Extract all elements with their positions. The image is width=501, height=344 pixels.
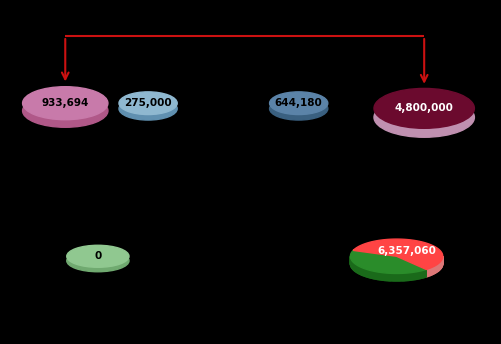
Polygon shape [418,271,419,279]
Polygon shape [428,268,429,276]
Polygon shape [402,273,403,281]
Polygon shape [368,270,369,278]
Ellipse shape [269,97,327,120]
Polygon shape [373,271,374,279]
Polygon shape [407,273,408,280]
Text: 644,180: 644,180 [274,98,322,108]
Polygon shape [381,272,382,280]
Polygon shape [391,273,393,281]
Polygon shape [415,272,416,279]
Polygon shape [387,273,388,281]
Polygon shape [375,272,376,279]
Polygon shape [353,239,442,269]
Polygon shape [383,273,384,280]
Polygon shape [431,267,432,275]
Polygon shape [362,268,363,276]
Polygon shape [394,273,395,281]
Ellipse shape [373,97,473,137]
Polygon shape [382,273,383,280]
Polygon shape [436,264,437,272]
Text: 6,357,060: 6,357,060 [376,246,435,256]
Polygon shape [389,273,390,281]
Polygon shape [354,264,355,272]
Polygon shape [419,271,420,279]
Polygon shape [429,268,430,276]
Polygon shape [422,270,423,278]
Polygon shape [420,270,421,278]
Ellipse shape [373,88,473,128]
Polygon shape [417,271,418,279]
Ellipse shape [67,250,129,272]
Polygon shape [437,264,438,271]
Polygon shape [416,271,417,279]
Polygon shape [438,262,439,270]
Ellipse shape [67,245,129,267]
Ellipse shape [119,92,177,115]
Polygon shape [364,269,365,277]
Polygon shape [372,271,373,279]
Polygon shape [377,272,378,280]
Polygon shape [360,267,361,275]
Polygon shape [414,272,415,280]
Polygon shape [378,272,380,280]
Polygon shape [384,273,385,281]
Polygon shape [401,273,402,281]
Polygon shape [432,266,433,274]
Polygon shape [421,270,422,278]
Polygon shape [357,266,358,273]
Text: 0: 0 [94,251,101,261]
Polygon shape [405,273,406,281]
Polygon shape [390,273,391,281]
Polygon shape [396,273,397,281]
Polygon shape [424,269,425,277]
Polygon shape [425,269,427,277]
Polygon shape [413,272,414,280]
Polygon shape [397,273,399,281]
Polygon shape [439,261,440,269]
Polygon shape [374,271,375,279]
Polygon shape [400,273,401,281]
Polygon shape [370,270,371,278]
Polygon shape [385,273,387,281]
Polygon shape [423,270,424,278]
Polygon shape [361,268,362,276]
Polygon shape [427,269,428,277]
Polygon shape [365,269,366,277]
Polygon shape [403,273,405,281]
Polygon shape [409,272,411,280]
Text: 275,000: 275,000 [124,98,171,108]
Polygon shape [363,268,364,276]
Polygon shape [435,265,436,273]
Polygon shape [393,273,394,281]
Polygon shape [355,265,356,272]
Polygon shape [380,272,381,280]
Polygon shape [366,269,367,277]
Ellipse shape [23,87,108,120]
Polygon shape [388,273,389,281]
Polygon shape [395,273,396,281]
Polygon shape [350,250,425,273]
Polygon shape [406,273,407,281]
Text: 933,694: 933,694 [42,98,89,108]
Text: 4,800,000: 4,800,000 [394,103,453,114]
Polygon shape [369,270,370,278]
Polygon shape [371,271,372,279]
Polygon shape [408,273,409,280]
Polygon shape [359,267,360,275]
Polygon shape [399,273,400,281]
Ellipse shape [269,92,327,115]
Polygon shape [376,272,377,280]
Polygon shape [430,267,431,275]
Polygon shape [433,266,434,274]
Polygon shape [367,270,368,278]
Polygon shape [356,265,357,273]
Polygon shape [412,272,413,280]
Polygon shape [411,272,412,280]
Polygon shape [434,265,435,273]
Ellipse shape [23,94,108,127]
Polygon shape [358,266,359,274]
Ellipse shape [119,97,177,120]
